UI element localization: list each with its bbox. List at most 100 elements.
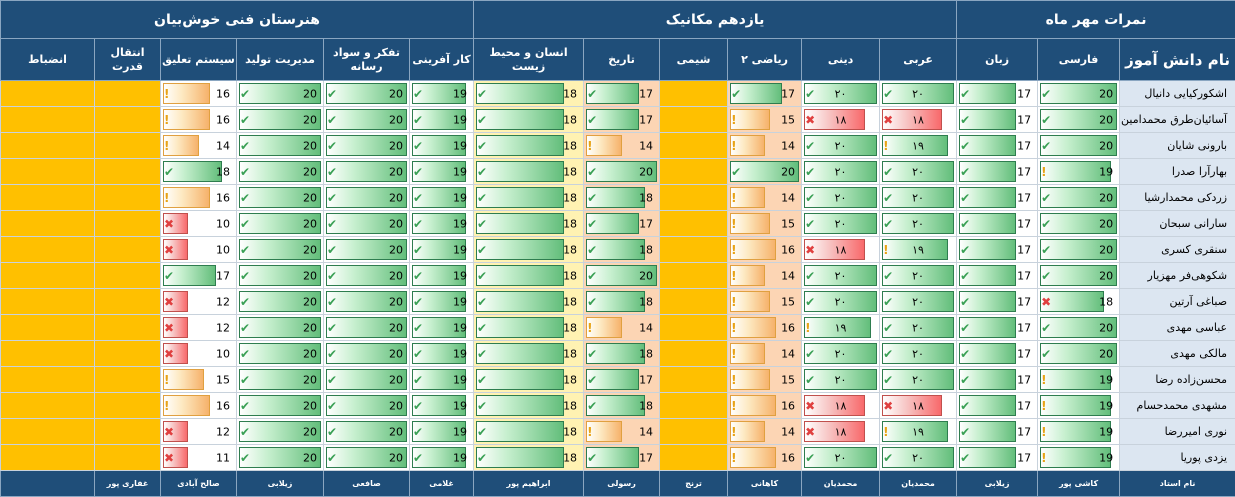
grade-cell[interactable]: ✖10 bbox=[161, 211, 237, 237]
grade-cell[interactable]: ✔20 bbox=[237, 445, 324, 471]
grade-cell[interactable]: ✔20 bbox=[324, 289, 410, 315]
grade-cell[interactable] bbox=[1, 159, 95, 185]
column-header[interactable]: نام دانش آموز bbox=[1120, 39, 1235, 81]
grade-cell[interactable]: ✔19 bbox=[410, 107, 474, 133]
grade-cell[interactable] bbox=[95, 185, 161, 211]
student-name[interactable]: بارونی شایان bbox=[1120, 133, 1235, 159]
grade-cell[interactable]: ✔20 bbox=[237, 315, 324, 341]
grade-cell[interactable]: ✔۲۰ bbox=[880, 159, 957, 185]
grade-cell[interactable]: ✔18 bbox=[474, 237, 584, 263]
grade-cell[interactable]: ✔20 bbox=[237, 107, 324, 133]
grade-cell[interactable]: ✔18 bbox=[474, 289, 584, 315]
grade-cell[interactable]: ✔20 bbox=[237, 159, 324, 185]
grade-cell[interactable]: ✔17 bbox=[584, 107, 660, 133]
grade-cell[interactable]: ✔18 bbox=[474, 185, 584, 211]
grade-cell[interactable] bbox=[660, 289, 728, 315]
grade-cell[interactable]: ✔19 bbox=[410, 289, 474, 315]
grade-cell[interactable]: ✔20 bbox=[584, 263, 660, 289]
grade-cell[interactable]: ✔20 bbox=[324, 341, 410, 367]
grade-cell[interactable]: ✔18 bbox=[161, 159, 237, 185]
grade-cell[interactable]: ✔۲۰ bbox=[880, 445, 957, 471]
grade-cell[interactable]: ✔۲۰ bbox=[802, 341, 880, 367]
grade-cell[interactable]: ✔18 bbox=[584, 393, 660, 419]
student-name[interactable]: عباسی مهدی bbox=[1120, 315, 1235, 341]
grade-cell[interactable]: ✔19 bbox=[410, 133, 474, 159]
grade-cell[interactable]: ✔20 bbox=[1038, 133, 1120, 159]
grade-cell[interactable]: !19 bbox=[1038, 419, 1120, 445]
grade-cell[interactable] bbox=[1, 315, 95, 341]
grade-cell[interactable]: !14 bbox=[728, 185, 802, 211]
grade-cell[interactable] bbox=[95, 237, 161, 263]
grade-cell[interactable]: ✔20 bbox=[1038, 185, 1120, 211]
grade-cell[interactable]: ✔20 bbox=[1038, 237, 1120, 263]
grade-cell[interactable]: !16 bbox=[161, 81, 237, 107]
grade-cell[interactable]: !16 bbox=[728, 237, 802, 263]
column-header[interactable]: دینی bbox=[802, 39, 880, 81]
grade-cell[interactable]: ✔20 bbox=[324, 445, 410, 471]
grade-cell[interactable]: ✔20 bbox=[1038, 211, 1120, 237]
grade-cell[interactable] bbox=[660, 393, 728, 419]
grade-cell[interactable] bbox=[1, 367, 95, 393]
grade-cell[interactable] bbox=[95, 133, 161, 159]
column-header[interactable]: مدیریت تولید bbox=[237, 39, 324, 81]
grade-cell[interactable]: ✔۲۰ bbox=[802, 159, 880, 185]
grade-cell[interactable]: !19 bbox=[1038, 159, 1120, 185]
grade-cell[interactable]: ✔17 bbox=[957, 81, 1038, 107]
grade-cell[interactable] bbox=[95, 289, 161, 315]
grade-cell[interactable]: ✖۱۸ bbox=[880, 393, 957, 419]
student-name[interactable]: نوری امیررضا bbox=[1120, 419, 1235, 445]
grade-cell[interactable]: ✔17 bbox=[957, 289, 1038, 315]
grade-cell[interactable]: ✔18 bbox=[474, 81, 584, 107]
column-header[interactable]: فارسی bbox=[1038, 39, 1120, 81]
grade-cell[interactable] bbox=[1, 107, 95, 133]
grade-cell[interactable]: ✔۲۰ bbox=[880, 211, 957, 237]
grade-cell[interactable]: ✔20 bbox=[237, 133, 324, 159]
student-name[interactable]: سنقری کسری bbox=[1120, 237, 1235, 263]
grade-cell[interactable]: ✔20 bbox=[324, 211, 410, 237]
grade-cell[interactable]: ✔18 bbox=[584, 237, 660, 263]
grade-cell[interactable]: !۱۹ bbox=[880, 133, 957, 159]
grade-cell[interactable]: ✖۱۸ bbox=[880, 107, 957, 133]
grade-cell[interactable] bbox=[660, 237, 728, 263]
grade-cell[interactable]: ✔18 bbox=[474, 133, 584, 159]
grade-cell[interactable]: ✔19 bbox=[410, 263, 474, 289]
grade-cell[interactable]: ✔17 bbox=[957, 133, 1038, 159]
grade-cell[interactable]: ✔19 bbox=[410, 211, 474, 237]
grade-cell[interactable] bbox=[1, 81, 95, 107]
grade-cell[interactable]: ✖12 bbox=[161, 289, 237, 315]
grade-cell[interactable]: ✔20 bbox=[1038, 81, 1120, 107]
student-name[interactable]: سارانی سبحان bbox=[1120, 211, 1235, 237]
grade-cell[interactable]: ✔18 bbox=[474, 263, 584, 289]
grade-cell[interactable]: ✖18 bbox=[1038, 289, 1120, 315]
grade-cell[interactable] bbox=[95, 315, 161, 341]
grade-cell[interactable]: ✔18 bbox=[584, 341, 660, 367]
grade-cell[interactable]: !16 bbox=[728, 315, 802, 341]
grade-cell[interactable]: !19 bbox=[1038, 445, 1120, 471]
column-header[interactable]: زبان bbox=[957, 39, 1038, 81]
grade-cell[interactable] bbox=[1, 393, 95, 419]
column-header[interactable]: عربی bbox=[880, 39, 957, 81]
grade-cell[interactable]: !15 bbox=[728, 211, 802, 237]
grade-cell[interactable]: !۱۹ bbox=[880, 419, 957, 445]
grade-cell[interactable]: !14 bbox=[161, 133, 237, 159]
grade-cell[interactable]: ✔17 bbox=[957, 445, 1038, 471]
grade-cell[interactable]: ✔18 bbox=[584, 185, 660, 211]
grade-cell[interactable] bbox=[660, 419, 728, 445]
grade-cell[interactable]: ✔۲۰ bbox=[802, 133, 880, 159]
grade-cell[interactable]: ✔17 bbox=[584, 81, 660, 107]
student-name[interactable]: مالکی مهدی bbox=[1120, 341, 1235, 367]
grade-cell[interactable]: ✔19 bbox=[410, 159, 474, 185]
grade-cell[interactable]: ✔18 bbox=[474, 315, 584, 341]
grade-cell[interactable]: ✔17 bbox=[957, 393, 1038, 419]
grade-cell[interactable]: ✔۲۰ bbox=[880, 81, 957, 107]
grade-cell[interactable]: ✔20 bbox=[237, 81, 324, 107]
grade-cell[interactable]: ✔20 bbox=[324, 159, 410, 185]
grade-cell[interactable]: ✔17 bbox=[957, 419, 1038, 445]
grade-cell[interactable] bbox=[95, 367, 161, 393]
grade-cell[interactable]: ✔20 bbox=[324, 367, 410, 393]
column-header[interactable]: تفکر و سواد رسانه bbox=[324, 39, 410, 81]
grade-cell[interactable] bbox=[1, 211, 95, 237]
grade-cell[interactable]: ✔17 bbox=[728, 81, 802, 107]
grade-cell[interactable] bbox=[660, 263, 728, 289]
grade-cell[interactable]: ✔18 bbox=[474, 341, 584, 367]
